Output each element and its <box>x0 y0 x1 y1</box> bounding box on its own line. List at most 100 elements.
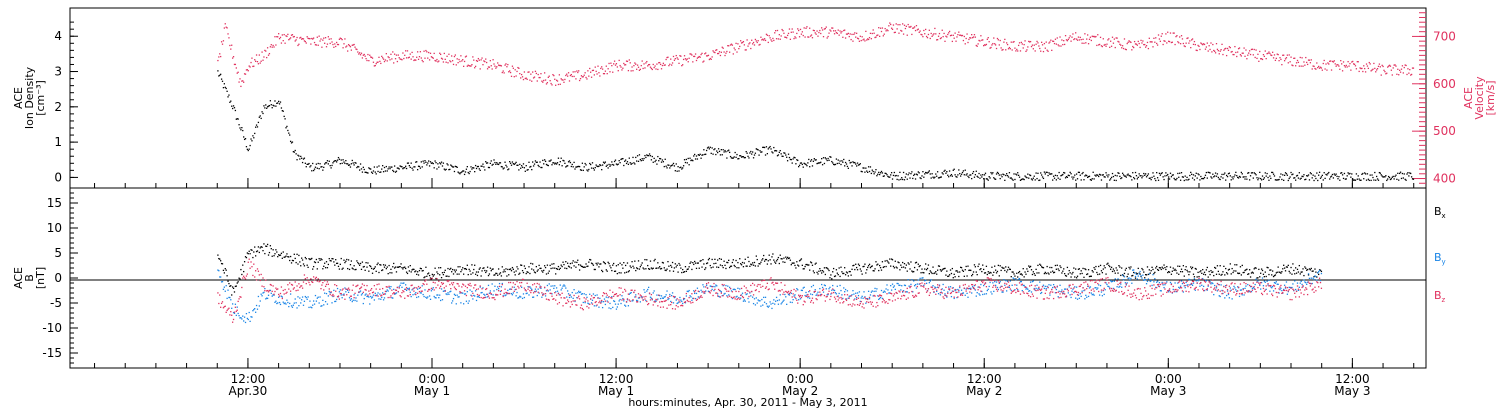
velocity-point <box>810 34 813 36</box>
velocity-point <box>239 78 241 80</box>
velocity-point <box>1399 69 1401 71</box>
by-point <box>345 291 347 293</box>
velocity-point <box>416 56 418 58</box>
bx-point <box>1209 273 1211 276</box>
bx-point <box>700 259 702 262</box>
density-point <box>1357 175 1359 177</box>
velocity-point <box>911 33 913 36</box>
bx-point <box>279 254 282 256</box>
density-point <box>620 158 622 161</box>
bx-point <box>428 272 430 274</box>
density-point <box>1318 174 1320 176</box>
velocity-point <box>1310 59 1312 61</box>
velocity-point <box>683 55 686 57</box>
density-point <box>537 164 539 167</box>
by-point <box>881 297 884 300</box>
velocity-point <box>678 62 680 64</box>
by-point <box>903 284 906 286</box>
by-point <box>787 293 790 296</box>
by-point <box>728 294 730 296</box>
by-point <box>294 298 296 300</box>
velocity-point <box>822 35 825 38</box>
velocity-point <box>574 71 576 73</box>
velocity-point <box>1142 40 1144 42</box>
density-point <box>1213 176 1215 178</box>
density-point <box>608 163 610 166</box>
density-point <box>925 171 927 174</box>
by-point <box>660 295 663 297</box>
velocity-point <box>868 36 871 39</box>
by-point <box>445 293 447 295</box>
by-point <box>590 302 593 304</box>
bx-point <box>980 267 982 270</box>
bx-point <box>622 267 624 269</box>
by-point <box>350 298 353 300</box>
bx-point <box>858 264 861 267</box>
density-point <box>1372 176 1374 179</box>
density-point <box>963 174 965 176</box>
velocity-point <box>930 32 932 35</box>
density-point <box>237 118 239 120</box>
velocity-point <box>763 38 766 40</box>
density-point <box>477 165 480 168</box>
velocity-point <box>451 55 453 57</box>
by-point <box>887 289 889 291</box>
velocity-point <box>717 52 720 55</box>
by-point <box>410 295 412 298</box>
density-point <box>712 153 714 155</box>
by-point <box>563 284 565 286</box>
velocity-point <box>1390 69 1393 71</box>
bx-point <box>719 264 722 266</box>
density-point <box>949 175 952 177</box>
bx-point <box>657 262 659 264</box>
bx-point <box>1263 276 1266 278</box>
by-point <box>229 296 231 299</box>
density-point <box>741 156 744 158</box>
density-point <box>245 146 248 148</box>
density-point <box>1013 173 1015 175</box>
by-point <box>378 298 380 300</box>
by-point <box>623 300 625 302</box>
velocity-point <box>1217 50 1219 52</box>
bx-point <box>324 262 326 264</box>
by-point <box>510 292 513 295</box>
bx-point <box>852 264 854 267</box>
velocity-point <box>756 41 758 44</box>
by-point <box>382 292 384 294</box>
velocity-point <box>1186 37 1188 40</box>
by-point <box>771 307 773 310</box>
velocity-point <box>438 60 440 62</box>
density-point <box>643 157 645 160</box>
by-point <box>296 307 298 309</box>
bx-point <box>1180 268 1183 270</box>
velocity-point <box>736 51 738 53</box>
by-point <box>387 290 389 292</box>
velocity-point <box>1248 52 1250 54</box>
bx-point <box>1222 271 1224 273</box>
velocity-point <box>509 71 512 74</box>
velocity-point <box>647 65 649 67</box>
velocity-point <box>1329 60 1332 62</box>
velocity-point <box>539 76 541 79</box>
velocity-point <box>706 55 709 57</box>
by-point <box>970 287 972 290</box>
bx-point <box>1234 264 1236 266</box>
density-point <box>891 178 894 180</box>
by-point <box>226 297 228 300</box>
by-point <box>901 285 903 287</box>
density-point <box>1089 178 1092 181</box>
velocity-point <box>718 51 721 53</box>
by-point <box>482 287 484 289</box>
bx-point <box>268 251 271 254</box>
density-point <box>520 165 523 167</box>
velocity-point <box>544 79 547 81</box>
by-point <box>693 290 695 292</box>
bx-point <box>674 263 676 265</box>
velocity-point <box>1210 42 1212 44</box>
by-point <box>869 294 872 296</box>
velocity-point <box>890 23 892 26</box>
bx-point <box>1178 273 1180 275</box>
bx-point <box>614 270 617 272</box>
bx-point <box>468 268 470 271</box>
density-point <box>339 163 341 165</box>
